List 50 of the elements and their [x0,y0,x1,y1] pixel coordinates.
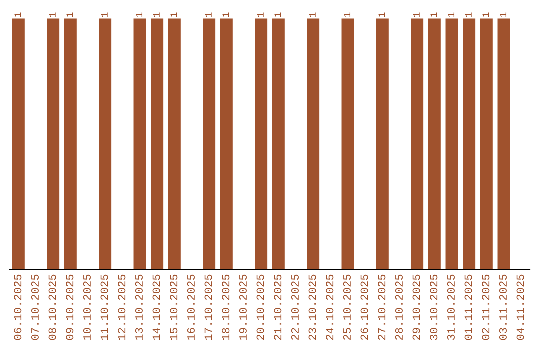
data-label: 1 [14,12,22,18]
x-tick-label: 26.10.2025 [360,274,368,340]
data-label: 1 [101,12,108,18]
x-tick-label: 28.10.2025 [395,274,403,340]
x-tick-label: 22.10.2025 [291,274,299,340]
data-label: 1 [378,12,386,18]
x-tick-label: 10.10.2025 [83,274,91,340]
x-tick-label: 08.10.2025 [48,274,56,340]
x-tick-label: 25.10.2025 [343,274,351,340]
x-tick-label: 04.11.2025 [516,274,524,340]
data-label: 1 [500,12,507,18]
x-tick-label: 13.10.2025 [135,274,143,340]
data-label: 1 [344,12,351,18]
x-tick-label: 23.10.2025 [308,274,316,340]
data-label: 1 [309,12,316,18]
data-label: 1 [153,12,160,18]
data-label: 1 [205,12,212,18]
data-label: 1 [66,12,74,18]
data-label: 1 [465,12,472,18]
x-tick-label: 29.10.2025 [412,274,420,340]
x-tick-label: 16.10.2025 [187,274,195,340]
x-tick-label: 07.10.2025 [31,274,39,340]
x-tick-label: 20.10.2025 [256,274,264,340]
data-label: 1 [222,12,230,18]
x-tick-label: 15.10.2025 [170,274,178,340]
data-label: 1 [482,12,490,18]
x-tick-label: 27.10.2025 [378,274,386,340]
data-label: 1 [413,12,420,18]
x-tick-label: 01.11.2025 [464,274,472,340]
x-tick-label: 17.10.2025 [204,274,212,340]
data-label: 1 [49,12,56,18]
x-tick-label: 30.10.2025 [430,274,438,340]
x-tick-label: 03.11.2025 [499,274,507,340]
x-tick-label: 31.10.2025 [447,274,455,340]
data-label: 1 [430,12,438,18]
x-tick-label: 12.10.2025 [118,274,126,340]
data-label: 1 [136,12,143,18]
data-label: 1 [257,12,264,18]
x-tick-label: 18.10.2025 [222,274,230,340]
x-tick-label: 19.10.2025 [239,274,247,340]
data-label: 1 [274,12,282,18]
x-tick-label: 02.11.2025 [482,274,490,340]
x-tick-label: 06.10.2025 [14,274,22,340]
x-tick-label: 14.10.2025 [152,274,160,340]
x-tick-label: 21.10.2025 [274,274,282,340]
data-label: 1 [170,12,178,18]
data-label: 1 [448,12,455,18]
x-tick-label: 11.10.2025 [100,274,108,340]
x-tick-label: 24.10.2025 [326,274,334,340]
x-tick-label: 09.10.2025 [66,274,74,340]
